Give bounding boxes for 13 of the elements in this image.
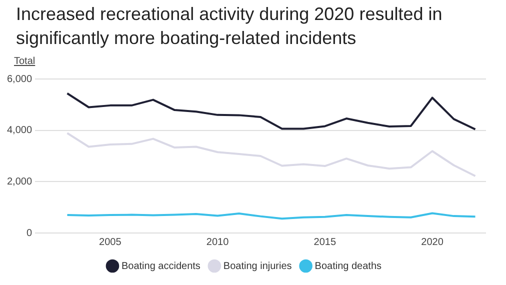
- x-tick-label: 2005: [99, 236, 122, 248]
- y-tick-label: 4,000: [6, 125, 32, 136]
- x-tick-label: 2010: [206, 236, 230, 248]
- legend-label: Boating accidents: [121, 260, 200, 272]
- legend-label: Boating injuries: [223, 260, 292, 272]
- y-tick-label: 0: [26, 228, 32, 239]
- x-tick-label: 2015: [314, 236, 336, 248]
- x-tick-label: 2020: [421, 236, 444, 248]
- y-tick-label: 2,000: [6, 176, 32, 188]
- y-tick-label: 6,000: [6, 74, 32, 85]
- chart-title: Increased recreational activity during 2020 resulted in significantly more boating-related incidents: [15, 3, 444, 50]
- legend-label: Boating deaths: [314, 260, 382, 272]
- y-axis-title: Total: [13, 55, 36, 69]
